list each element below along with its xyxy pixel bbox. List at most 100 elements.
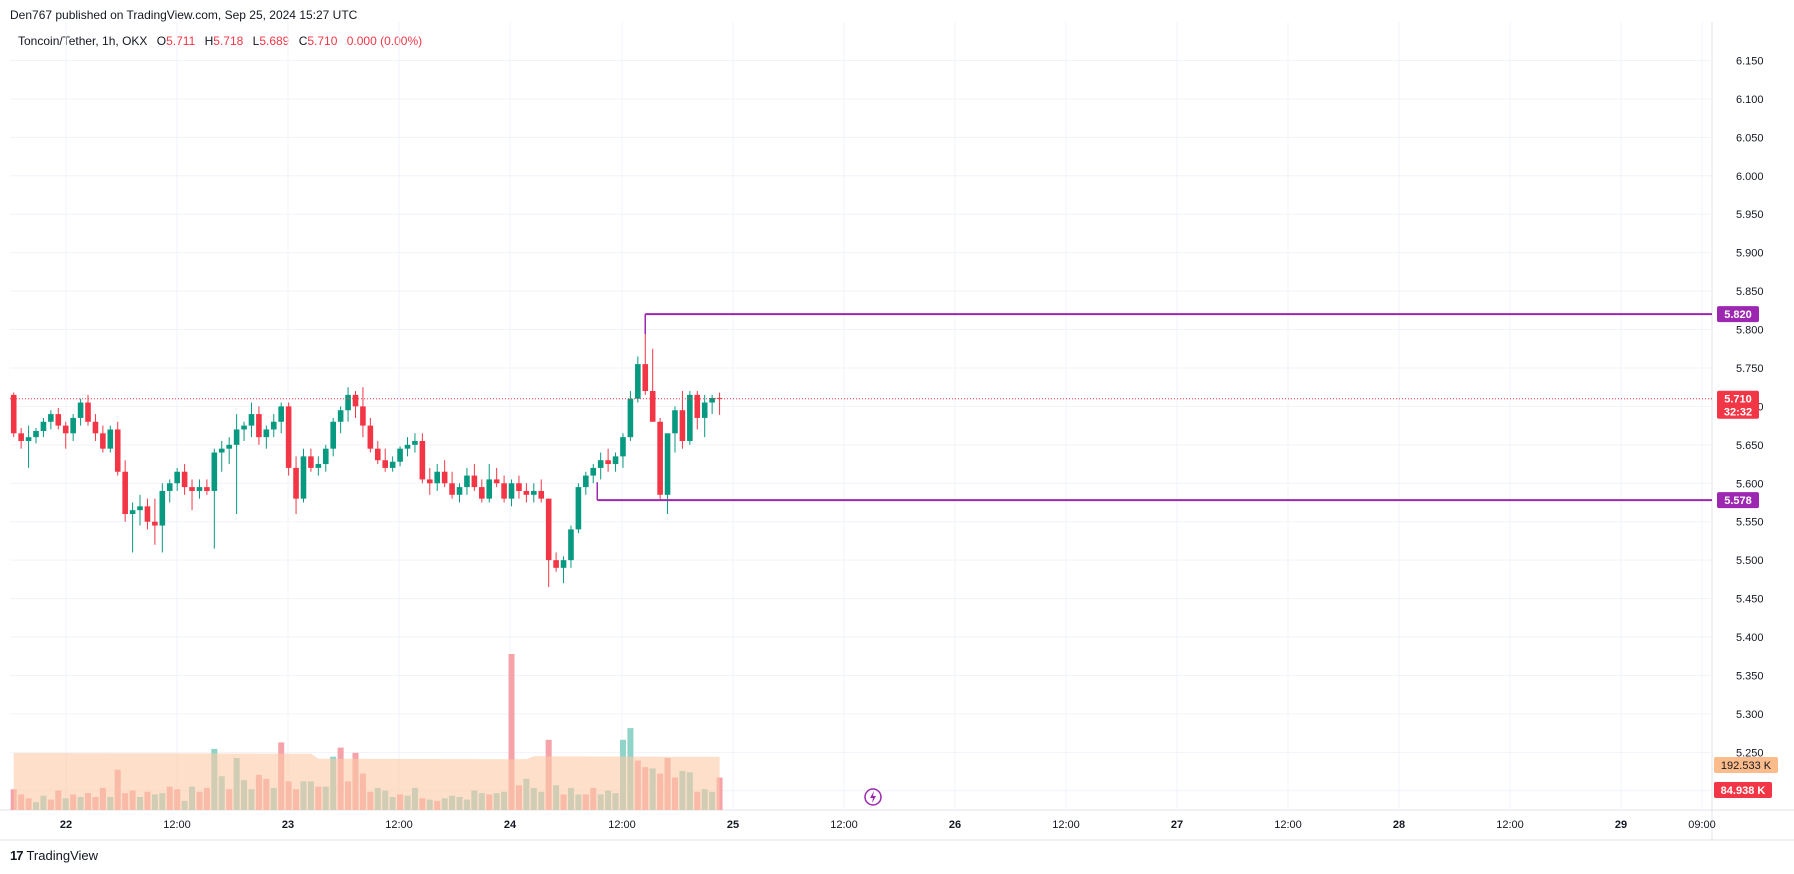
- candle-body: [568, 529, 574, 561]
- candle-body: [687, 394, 693, 441]
- y-tick-label: 6.100: [1736, 94, 1764, 106]
- low-value: 5.689: [259, 34, 290, 48]
- y-tick-label: 5.600: [1736, 478, 1764, 490]
- volume-badge-bg: [1714, 782, 1772, 798]
- candle-body: [345, 394, 351, 411]
- candle-body: [278, 406, 284, 422]
- candle-body: [55, 414, 62, 426]
- high-label: H: [204, 34, 214, 48]
- candle-body: [33, 430, 39, 438]
- candle-body: [412, 440, 418, 445]
- close-value: 5.710: [307, 34, 338, 48]
- candle-body: [107, 429, 114, 449]
- candle-body: [709, 397, 715, 403]
- lightning-icon-glyph: [870, 791, 876, 803]
- candle-body: [545, 498, 552, 561]
- candle-body: [649, 391, 656, 422]
- symbol-name[interactable]: Toncoin/Tether, 1h, OKX: [18, 34, 148, 48]
- candle-body: [575, 487, 582, 530]
- y-tick-label: 5.300: [1736, 709, 1764, 721]
- candle-body: [25, 437, 32, 441]
- y-tick-label: 5.950: [1736, 209, 1764, 221]
- volume-ma-badge: 192.533 K: [1721, 760, 1772, 772]
- candle-body: [92, 421, 99, 434]
- candle-body: [426, 479, 433, 484]
- last-price-badge-bg: [1717, 390, 1759, 419]
- candle-body: [70, 417, 76, 434]
- candle-body: [479, 487, 485, 499]
- resistance-price-badge-bg: [1717, 306, 1759, 323]
- candle-body: [352, 394, 359, 407]
- tradingview-logo-icon: 17: [10, 848, 24, 863]
- x-tick-label: 09:00: [1688, 819, 1716, 831]
- volume-ma-badge-bg: [1714, 757, 1778, 773]
- y-tick-label: 5.850: [1736, 286, 1764, 298]
- y-tick-label: 5.450: [1736, 594, 1764, 606]
- candle-body: [404, 444, 411, 449]
- candle-body: [664, 433, 671, 495]
- candle-body: [523, 490, 530, 495]
- candle-body: [397, 448, 403, 462]
- y-tick-label: 5.750: [1736, 363, 1764, 375]
- candle-body: [508, 483, 515, 499]
- x-tick-label: 12:00: [385, 819, 413, 831]
- candle-body: [159, 490, 166, 526]
- candle-body: [315, 464, 322, 468]
- candle-body: [367, 425, 374, 449]
- close-label: C: [298, 34, 308, 48]
- candle-body: [137, 506, 143, 511]
- candle-body: [300, 456, 307, 499]
- candle-body: [330, 421, 337, 449]
- x-tick-label: 12:00: [1496, 819, 1524, 831]
- candle-body: [322, 448, 329, 465]
- candle-body: [694, 394, 701, 418]
- candle-body: [716, 397, 723, 399]
- last-price-badge: 5.710: [1724, 394, 1752, 406]
- candle-body: [285, 406, 292, 468]
- published-info: Den767 published on TradingView.com, Sep…: [10, 8, 358, 22]
- candle-body: [293, 467, 299, 499]
- candle-body: [62, 425, 69, 434]
- candle-body: [114, 429, 121, 472]
- y-tick-label: 5.250: [1736, 747, 1764, 759]
- low-label: L: [252, 34, 260, 48]
- y-tick-label: 5.650: [1736, 440, 1764, 452]
- y-tick-label: 5.500: [1736, 555, 1764, 567]
- candle-body: [263, 429, 270, 438]
- candle-body: [560, 560, 567, 568]
- candle-body: [464, 475, 470, 488]
- candle-body: [486, 479, 493, 499]
- candle-body: [657, 421, 663, 495]
- candle-body: [144, 506, 151, 522]
- candle-body: [226, 444, 232, 449]
- candle-body: [77, 402, 84, 418]
- x-tick-label: 12:00: [608, 819, 636, 831]
- candle-body: [471, 475, 478, 488]
- x-tick-label: 22: [60, 819, 72, 831]
- candle-body: [18, 433, 24, 441]
- bar-countdown: 32:32: [1724, 407, 1752, 419]
- candle-body: [308, 456, 314, 468]
- high-value: 5.718: [213, 34, 244, 48]
- support-price-badge: 5.578: [1724, 495, 1752, 507]
- candle-body: [218, 448, 225, 453]
- candle-body: [374, 448, 381, 461]
- support-price-badge-bg: [1717, 492, 1759, 509]
- candle-body: [635, 364, 641, 399]
- y-tick-label: 5.350: [1736, 670, 1764, 682]
- candle-body: [441, 471, 448, 484]
- x-tick-label: 24: [504, 819, 517, 831]
- candle-body: [248, 414, 255, 426]
- candle-body: [456, 487, 463, 495]
- x-tick-label: 12:00: [830, 819, 858, 831]
- open-label: O: [156, 34, 167, 48]
- candle-body: [122, 471, 128, 515]
- candle-body: [85, 402, 91, 422]
- candle-body: [701, 402, 708, 418]
- candle-body: [627, 398, 634, 438]
- candle-body: [181, 471, 188, 488]
- y-tick-label: 6.000: [1736, 171, 1764, 183]
- candle-body: [152, 521, 158, 526]
- tradingview-logo[interactable]: 17 TradingView: [10, 848, 98, 863]
